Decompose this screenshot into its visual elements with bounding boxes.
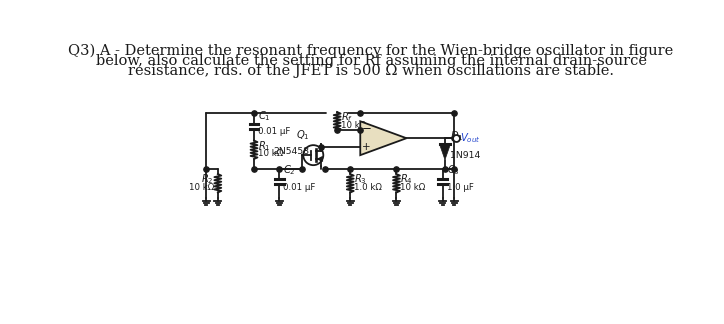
Text: +: + (362, 143, 371, 153)
Text: $R_4$: $R_4$ (400, 172, 413, 186)
Text: $R_2$: $R_2$ (201, 172, 214, 186)
Text: $C_2$: $C_2$ (283, 164, 296, 178)
Text: −: − (361, 122, 371, 135)
Text: resistance, rds. of the JFET is 500 Ω when oscillations are stable.: resistance, rds. of the JFET is 500 Ω wh… (128, 64, 614, 77)
Text: $V_{out}$: $V_{out}$ (460, 131, 481, 145)
Text: $R_3$: $R_3$ (354, 172, 367, 186)
Text: 1.0 μF: 1.0 μF (447, 183, 473, 192)
Text: 2N5458: 2N5458 (274, 147, 309, 156)
Text: $Q_1$: $Q_1$ (296, 128, 309, 142)
Text: $R_f$: $R_f$ (341, 110, 353, 123)
Text: 10 kΩ: 10 kΩ (258, 149, 283, 158)
Text: 1N914: 1N914 (450, 151, 480, 159)
Text: below, also calculate the setting for Rf assuming the internal drain-source: below, also calculate the setting for Rf… (96, 53, 647, 67)
Polygon shape (361, 121, 406, 155)
Text: 10 kΩ: 10 kΩ (189, 183, 214, 191)
Text: $R_1$: $R_1$ (258, 139, 271, 153)
Text: $C_3$: $C_3$ (447, 164, 460, 178)
Text: $D_1$: $D_1$ (450, 129, 463, 143)
Text: $C_1$: $C_1$ (258, 109, 271, 123)
Text: Q3) A - Determine the resonant frequency for the Wien-bridge oscillator in figur: Q3) A - Determine the resonant frequency… (69, 43, 673, 58)
Text: 0.01 μF: 0.01 μF (258, 127, 290, 136)
Text: 1.0 kΩ: 1.0 kΩ (354, 183, 382, 191)
Polygon shape (439, 145, 450, 160)
Text: 10 kΩ: 10 kΩ (341, 121, 366, 130)
Text: 0.01 μF: 0.01 μF (283, 183, 316, 192)
Text: 10 kΩ: 10 kΩ (400, 183, 426, 191)
